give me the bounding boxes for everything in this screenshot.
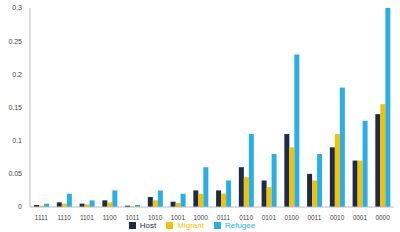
svg-text:0001: 0001: [353, 214, 368, 221]
svg-text:0100: 0100: [284, 214, 299, 221]
svg-text:1100: 1100: [103, 214, 117, 221]
svg-text:0101: 0101: [262, 214, 277, 221]
svg-text:1101: 1101: [80, 214, 94, 221]
svg-text:1000: 1000: [193, 214, 208, 221]
svg-text:0010: 0010: [330, 214, 345, 221]
svg-text:0000: 0000: [375, 214, 390, 221]
svg-text:0011: 0011: [307, 214, 321, 221]
svg-text:0.25: 0.25: [8, 38, 22, 45]
svg-text:0.3: 0.3: [12, 4, 22, 11]
html-text:Refugee: Refugee: [224, 221, 256, 230]
svg-text:1010: 1010: [148, 214, 163, 221]
svg-text:0.15: 0.15: [8, 104, 22, 111]
svg-text:1110: 1110: [57, 214, 71, 221]
svg-text:1001: 1001: [171, 214, 186, 221]
svg-text:1111: 1111: [35, 214, 48, 221]
svg-text:0: 0: [18, 203, 22, 210]
html-text:Migrant: Migrant: [177, 221, 204, 230]
svg-text:1011: 1011: [125, 214, 139, 221]
svg-text:0110: 0110: [239, 214, 253, 221]
svg-text:0111: 0111: [217, 214, 231, 221]
svg-text:0.1: 0.1: [12, 137, 22, 144]
svg-text:0.05: 0.05: [8, 170, 22, 177]
svg-text:0.2: 0.2: [12, 71, 22, 78]
html-text:Host: Host: [139, 221, 157, 230]
